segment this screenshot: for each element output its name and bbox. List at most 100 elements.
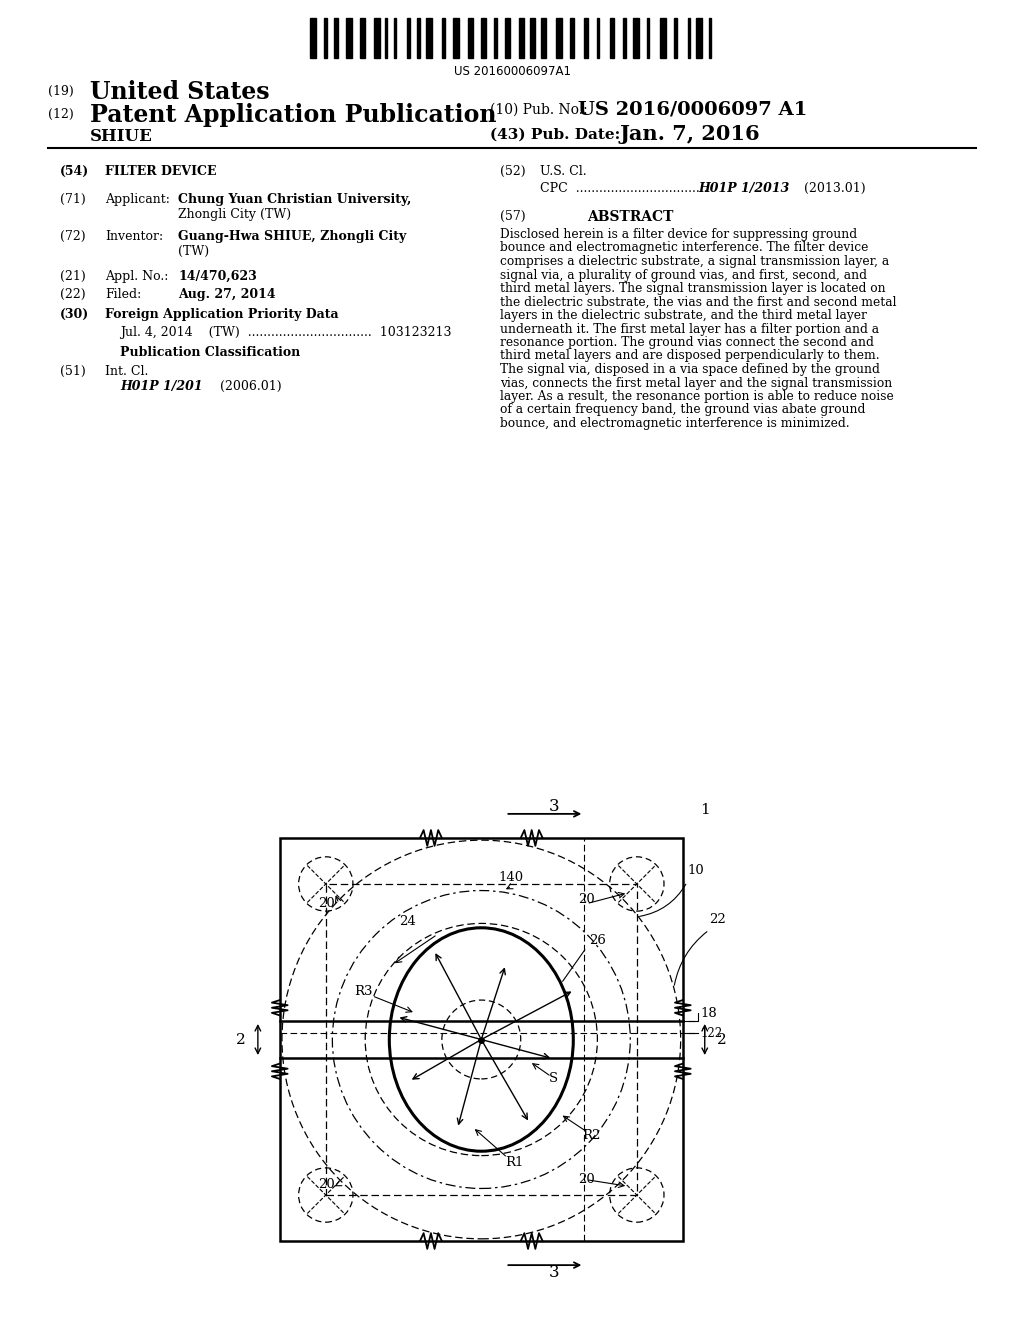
Text: of a certain frequency band, the ground vias abate ground: of a certain frequency band, the ground … [500,404,865,417]
Text: R3: R3 [354,985,373,998]
Bar [494,18,497,58]
Text: The signal via, disposed in a via space defined by the ground: The signal via, disposed in a via space … [500,363,880,376]
Bar [324,18,327,58]
Text: Aug. 27, 2014: Aug. 27, 2014 [178,288,275,301]
Bar [394,18,396,58]
Text: Filed:: Filed: [105,288,141,301]
Bar [407,18,410,58]
Bar [453,18,459,58]
Text: (51): (51) [60,366,86,378]
Bar [505,18,510,58]
Text: Foreign Application Priority Data: Foreign Application Priority Data [105,308,339,321]
Text: 2: 2 [236,1032,245,1047]
Text: underneath it. The first metal layer has a filter portion and a: underneath it. The first metal layer has… [500,322,880,335]
Bar [570,18,574,58]
Text: bounce, and electromagnetic interference is minimized.: bounce, and electromagnetic interference… [500,417,850,430]
Bar [660,18,666,58]
Text: 20: 20 [578,892,595,906]
Text: layers in the dielectric substrate, and the third metal layer: layers in the dielectric substrate, and … [500,309,867,322]
Text: 24: 24 [398,915,416,928]
Bar [468,18,473,58]
Text: Jul. 4, 2014    (TW)  ................................  103123213: Jul. 4, 2014 (TW) ......................… [120,326,452,339]
Text: (22): (22) [60,288,86,301]
Text: 20: 20 [317,1177,335,1191]
Text: Disclosed herein is a filter device for suppressing ground: Disclosed herein is a filter device for … [500,228,857,242]
Bar [417,18,420,58]
Bar [442,18,445,58]
Text: 140: 140 [499,871,524,884]
Bar [334,18,338,58]
Text: signal via, a plurality of ground vias, and first, second, and: signal via, a plurality of ground vias, … [500,268,867,281]
Text: third metal layers and are disposed perpendicularly to them.: third metal layers and are disposed perp… [500,350,880,363]
Text: 10: 10 [687,865,703,878]
Text: 20: 20 [317,898,335,911]
Text: Inventor:: Inventor: [105,230,163,243]
Text: resonance portion. The ground vias connect the second and: resonance portion. The ground vias conne… [500,337,873,348]
Text: (43) Pub. Date:: (43) Pub. Date: [490,128,621,143]
Bar [280,838,683,1241]
Text: (52): (52) [500,165,525,178]
Bar [688,18,690,58]
Bar [584,18,588,58]
Bar [647,18,649,58]
Bar [623,18,626,58]
Text: H01P 1/2013: H01P 1/2013 [698,182,790,195]
Text: 2: 2 [718,1032,727,1047]
Text: 3: 3 [548,797,559,814]
Text: CPC  ..................................: CPC .................................. [540,182,716,195]
Text: Int. Cl.: Int. Cl. [105,366,148,378]
Text: (54): (54) [60,165,89,178]
Text: S: S [549,1072,558,1085]
Text: Guang-Hwa SHIUE, Zhongli City: Guang-Hwa SHIUE, Zhongli City [178,230,407,243]
Text: 20: 20 [578,1173,595,1187]
Text: Chung Yuan Christian University,: Chung Yuan Christian University, [178,193,412,206]
Text: (19): (19) [48,84,74,98]
Text: (57): (57) [500,210,525,223]
Text: R2: R2 [582,1130,600,1142]
Text: (21): (21) [60,271,86,282]
Text: US 2016/0006097 A1: US 2016/0006097 A1 [578,100,807,117]
Text: FILTER DEVICE: FILTER DEVICE [105,165,216,178]
Bar [633,18,639,58]
Bar [597,18,599,58]
Text: third metal layers. The signal transmission layer is located on: third metal layers. The signal transmiss… [500,282,886,294]
Bar [674,18,677,58]
Bar [481,18,486,58]
Text: 26: 26 [589,935,605,948]
Text: United States: United States [90,81,269,104]
Bar [530,18,535,58]
Bar [360,18,365,58]
Text: ABSTRACT: ABSTRACT [587,210,673,224]
Bar [519,18,524,58]
Bar [556,18,562,58]
Text: US 20160006097A1: US 20160006097A1 [454,65,570,78]
Text: U.S. Cl.: U.S. Cl. [540,165,587,178]
Text: 18: 18 [700,1007,717,1020]
Bar [346,18,352,58]
Text: Publication Classification: Publication Classification [120,346,300,359]
Text: (TW): (TW) [178,246,209,257]
Text: R1: R1 [506,1156,524,1168]
Bar [374,18,380,58]
Text: (72): (72) [60,230,86,243]
Text: (12): (12) [48,108,74,121]
Text: Applicant:: Applicant: [105,193,170,206]
Text: (2013.01): (2013.01) [800,182,865,195]
Bar [541,18,546,58]
Text: layer. As a result, the resonance portion is able to reduce noise: layer. As a result, the resonance portio… [500,389,894,403]
Text: Patent Application Publication: Patent Application Publication [90,103,497,127]
Text: Appl. No.:: Appl. No.: [105,271,168,282]
Bar [310,18,316,58]
Bar [696,18,702,58]
Text: bounce and electromagnetic interference. The filter device: bounce and electromagnetic interference.… [500,242,868,255]
Text: 22: 22 [710,912,726,925]
Text: 14/470,623: 14/470,623 [178,271,257,282]
Text: H01P 1/201: H01P 1/201 [120,380,203,393]
Text: vias, connects the first metal layer and the signal transmission: vias, connects the first metal layer and… [500,376,892,389]
Text: (2006.01): (2006.01) [220,380,282,393]
Bar [426,18,432,58]
Text: (71): (71) [60,193,86,206]
Text: (30): (30) [60,308,89,321]
Text: 122: 122 [700,1027,723,1040]
Text: 1: 1 [700,803,710,817]
